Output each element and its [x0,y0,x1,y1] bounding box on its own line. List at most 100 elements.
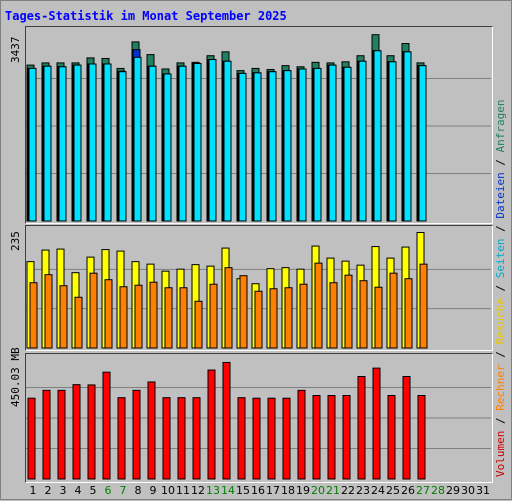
bar-volumen-3 [57,389,66,480]
x-tick-label-17: 17 [266,484,280,497]
x-tick-label-24: 24 [371,484,385,497]
bar-seiten-16 [253,72,262,222]
bar-rechner-8 [134,284,143,349]
bar-volumen-16 [252,397,261,480]
x-tick-label-28: 28 [431,484,445,497]
bar-volumen-5 [87,384,96,480]
bar-seiten-23 [358,60,367,222]
x-tick-label-29: 29 [446,484,460,497]
bar-volumen-20 [312,395,321,480]
bar-seiten-27 [418,65,427,222]
bar-seiten-20 [313,67,322,222]
bar-seiten-19 [298,68,307,222]
bar-seiten-15 [238,72,247,222]
x-tick-label-6: 6 [105,484,112,497]
bar-rechner-20 [314,262,323,349]
x-tick-label-10: 10 [161,484,175,497]
bar-seiten-17 [268,71,277,222]
x-tick-label-30: 30 [461,484,475,497]
bar-rechner-18 [284,287,293,349]
bar-volumen-24 [372,367,381,480]
bar-seiten-3 [58,66,67,222]
bar-volumen-15 [237,397,246,480]
bar-rechner-5 [89,272,98,349]
bar-volumen-21 [327,395,336,480]
bar-rechner-12 [194,300,203,349]
x-tick-label-12: 12 [191,484,205,497]
bar-rechner-11 [179,287,188,349]
bar-volumen-7 [117,397,126,480]
bar-rechner-10 [164,287,173,349]
bar-seiten-24 [373,50,382,222]
bar-seiten-5 [88,63,97,222]
x-tick-label-13: 13 [206,484,220,497]
bar-seiten-7 [118,71,127,222]
bar-volumen-14 [222,361,231,480]
bar-volumen-26 [402,376,411,480]
bar-rechner-22 [344,274,353,349]
x-tick-label-8: 8 [135,484,142,497]
x-tick-label-3: 3 [60,484,67,497]
bar-seiten-14 [223,60,232,222]
bar-seiten-25 [388,61,397,222]
bar-volumen-23 [357,376,366,480]
bar-rechner-26 [404,278,413,349]
bar-volumen-27 [417,395,426,480]
bar-volumen-25 [387,395,396,480]
x-tick-label-19: 19 [296,484,310,497]
bar-rechner-4 [74,296,83,349]
bar-volumen-2 [42,389,51,480]
bar-rechner-25 [389,272,398,349]
bar-rechner-2 [44,274,53,349]
bar-seiten-26 [403,51,412,222]
bar-volumen-12 [192,397,201,480]
bar-seiten-1 [28,67,37,222]
bar-seiten-11 [178,65,187,222]
x-tick-label-22: 22 [341,484,355,497]
x-tick-label-27: 27 [416,484,430,497]
x-tick-label-7: 7 [120,484,127,497]
x-tick-label-18: 18 [281,484,295,497]
x-tick-label-20: 20 [311,484,325,497]
bar-rechner-21 [329,282,338,349]
bar-seiten-6 [103,63,112,222]
bar-seiten-8 [133,56,142,222]
bar-volumen-22 [342,395,351,480]
bar-volumen-6 [102,371,111,480]
chart-title: Tages-Statistik im Monat September 2025 [5,9,287,23]
bar-seiten-12 [193,62,202,222]
bar-rechner-1 [29,282,38,349]
bar-rechner-15 [239,275,248,349]
bar-seiten-9 [148,65,157,222]
bar-rechner-16 [254,290,263,349]
x-tick-label-1: 1 [30,484,37,497]
bar-seiten-10 [163,73,172,222]
x-tick-label-23: 23 [356,484,370,497]
bar-rechner-24 [374,286,383,349]
bar-rechner-19 [299,283,308,349]
bar-rechner-3 [59,285,68,349]
bar-seiten-4 [73,64,82,222]
bar-volumen-17 [267,397,276,480]
bar-volumen-13 [207,369,216,480]
x-tick-label-15: 15 [236,484,250,497]
x-tick-label-5: 5 [90,484,97,497]
bar-rechner-13 [209,283,218,349]
bar-rechner-27 [419,263,428,349]
bar-volumen-11 [177,397,186,480]
x-tick-label-4: 4 [75,484,82,497]
x-tick-label-14: 14 [221,484,235,497]
bar-volumen-4 [72,384,81,480]
x-tick-label-16: 16 [251,484,265,497]
bar-volumen-1 [27,397,36,480]
x-tick-label-21: 21 [326,484,340,497]
x-tick-label-9: 9 [150,484,157,497]
bar-rechner-6 [104,279,113,349]
bar-volumen-8 [132,389,141,480]
bar-volumen-18 [282,397,291,480]
bar-rechner-9 [149,281,158,349]
bar-rechner-17 [269,288,278,349]
x-tick-label-25: 25 [386,484,400,497]
bar-seiten-2 [43,65,52,222]
